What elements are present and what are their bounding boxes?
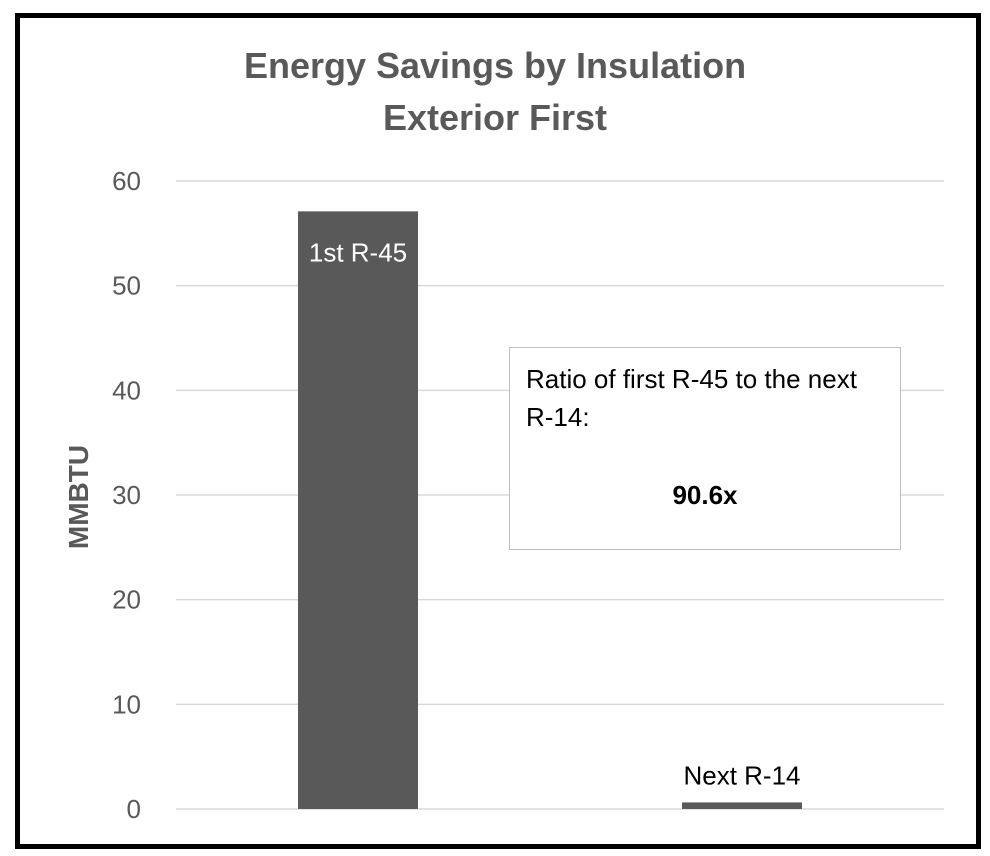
y-tick-label: 0: [127, 794, 141, 824]
y-tick-label: 20: [112, 585, 141, 615]
y-tick-label: 40: [112, 375, 141, 405]
bar: [682, 802, 802, 809]
y-axis-label: MMBTU: [63, 445, 94, 549]
bars: [298, 211, 802, 809]
data-label: Next R-14: [683, 760, 800, 790]
data-labels: 1st R-45 Next R-14: [309, 237, 801, 790]
chart-title-line-1: Energy Savings by Insulation: [243, 45, 747, 86]
ratio-annotation-text: Ratio of first R-45 to the next R-14:: [526, 364, 857, 432]
chart-title: Energy Savings by Insulation Exterior Fi…: [0, 40, 990, 144]
y-tick-label: 30: [112, 480, 141, 510]
ratio-annotation-box: Ratio of first R-45 to the next R-14: 90…: [509, 347, 901, 550]
bar: [298, 211, 418, 809]
y-tick-label: 50: [112, 271, 141, 301]
data-label: 1st R-45: [309, 237, 407, 267]
y-axis-ticks: 0 10 20 30 40 50 60: [112, 166, 141, 824]
y-tick-label: 10: [112, 689, 141, 719]
chart-title-line-2: Exterior First: [382, 97, 608, 138]
y-tick-label: 60: [112, 166, 141, 196]
ratio-annotation-value: 90.6x: [672, 480, 738, 510]
